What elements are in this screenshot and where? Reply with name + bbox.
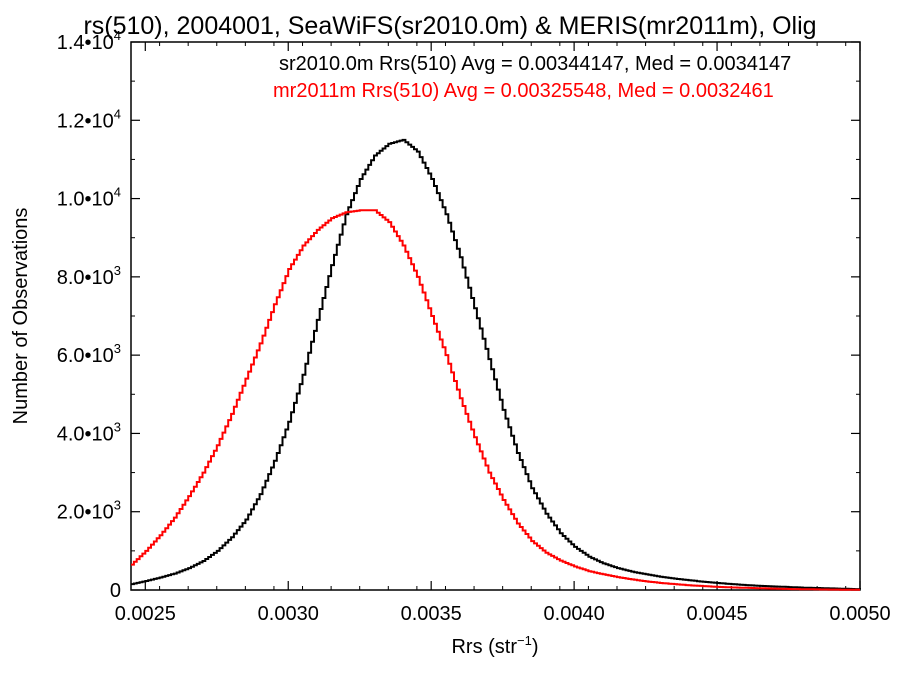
x-tick-label: 0.0030 (258, 603, 319, 625)
series-1-line (131, 209, 860, 591)
y-tick-mantissa: 6.0•10 (57, 345, 114, 367)
y-tick-label: 2.0•103 (57, 498, 121, 524)
y-tick-label: 1.4•104 (57, 28, 121, 54)
x-axis-label-close: ) (532, 636, 539, 658)
y-tick-mantissa: 1.0•10 (57, 189, 114, 211)
y-tick-exponent: 4 (114, 185, 121, 200)
y-tick-exponent: 3 (114, 263, 121, 278)
series-0-line (131, 138, 861, 591)
y-tick-exponent: 4 (114, 106, 121, 121)
y-tick-exponent: 3 (114, 498, 121, 513)
y-tick-mantissa: 8.0•10 (57, 267, 114, 289)
y-tick-label: 1.2•104 (57, 106, 121, 132)
y-tick-exponent: 4 (114, 28, 121, 43)
legend-entry-black: sr2010.0m Rrs(510) Avg = 0.00344147, Med… (279, 53, 791, 75)
legend-entry-red: mr2011m Rrs(510) Avg = 0.00325548, Med =… (273, 80, 774, 102)
y-tick-label: 4.0•103 (57, 419, 121, 445)
y-tick-mantissa: 4.0•10 (57, 423, 114, 445)
y-tick-mantissa: 1.2•10 (57, 110, 114, 132)
x-axis: 0.0025 0.0030 0.0035 0.0040 0.0045 0.0050 (115, 42, 891, 625)
y-axis-label: Number of Observations (10, 208, 32, 425)
y-tick-label: 8.0•103 (57, 263, 121, 289)
y-tick-exponent: 3 (114, 341, 121, 356)
y-tick-mantissa: 2.0•10 (57, 502, 114, 524)
y-tick-label: 0 (110, 580, 121, 602)
y-tick-mantissa: 1.4•10 (57, 32, 114, 54)
y-tick-exponent: 3 (114, 419, 121, 434)
x-tick-label: 0.0040 (544, 603, 605, 625)
y-tick-label: 6.0•103 (57, 341, 121, 367)
plot-frame (130, 41, 861, 591)
chart-title: rs(510), 2004001, SeaWiFS(sr2010.0m) & M… (83, 12, 816, 40)
x-tick-label: 0.0050 (829, 603, 890, 625)
x-tick-label: 0.0045 (686, 603, 747, 625)
y-tick-mantissa: 0 (110, 580, 121, 602)
y-axis: 02.0•1034.0•1036.0•1038.0•1031.0•1041.2•… (57, 28, 860, 602)
x-axis-label-exponent: −1 (517, 633, 532, 648)
x-axis-label: Rrs (str−1) (451, 633, 538, 658)
x-tick-label: 0.0025 (115, 603, 176, 625)
x-tick-label: 0.0035 (401, 603, 462, 625)
series-layer (131, 138, 861, 591)
y-tick-label: 1.0•104 (57, 185, 121, 211)
x-axis-label-text: Rrs (str (451, 636, 517, 658)
